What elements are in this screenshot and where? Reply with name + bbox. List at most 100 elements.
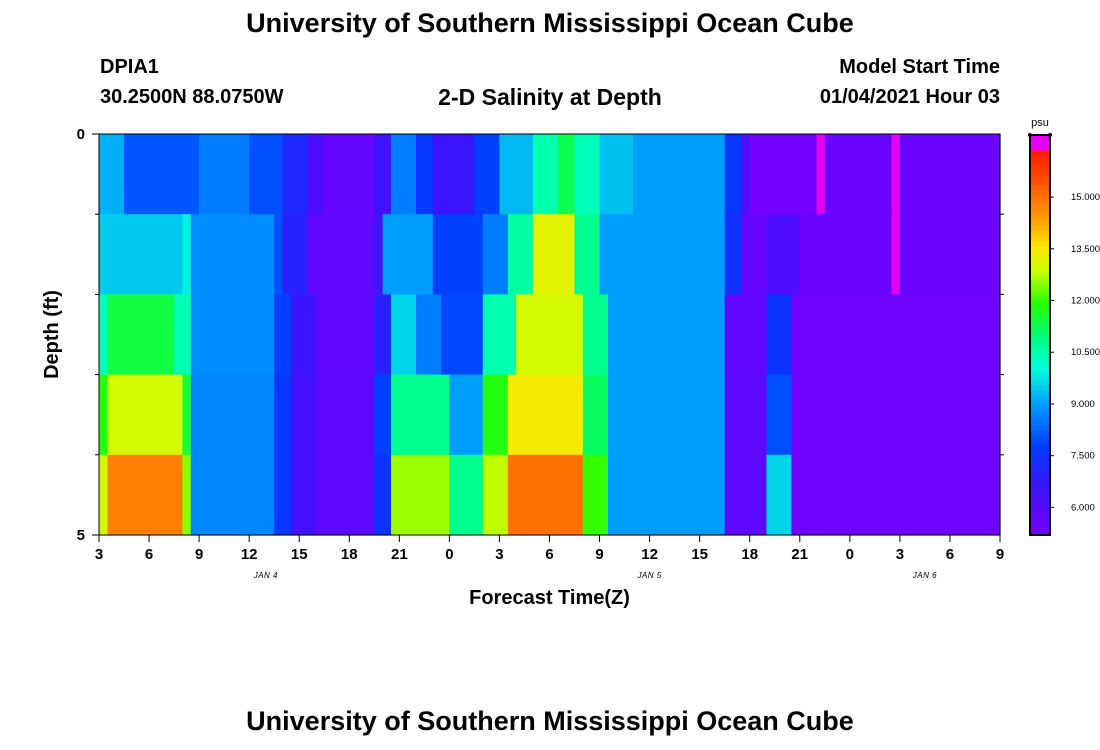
heatmap-cell (582, 374, 609, 456)
x-tick-label: 12 (241, 546, 258, 563)
colorbar-band (1030, 195, 1050, 201)
colorbar-band (1030, 345, 1050, 351)
heatmap-cell (791, 374, 1001, 456)
heatmap-cell (724, 294, 767, 376)
colorbar-band (1030, 275, 1050, 281)
heatmap-cell (482, 214, 509, 295)
colorbar-band (1030, 255, 1050, 261)
colorbar-band (1030, 295, 1050, 301)
heatmap-cell (390, 454, 450, 536)
colorbar-band (1030, 260, 1050, 266)
station-coordinates: 30.2500N 88.0750W (100, 86, 284, 108)
heatmap-cells (99, 134, 1001, 536)
heatmap-cell (307, 134, 325, 215)
colorbar-band (1030, 330, 1050, 336)
heatmap-cell (182, 214, 192, 295)
heatmap-cell (607, 454, 726, 536)
colorbar-band (1030, 300, 1050, 306)
heatmap-cell (282, 214, 309, 295)
heatmap-cell (449, 374, 484, 456)
heatmap-cell (724, 374, 767, 456)
heatmap-cell (482, 374, 509, 456)
heatmap-cell (449, 454, 484, 536)
colorbar-band (1030, 490, 1050, 496)
heatmap-cell (474, 134, 501, 215)
y-tick-label: 5 (77, 527, 85, 544)
y-tick-label: 0 (77, 126, 85, 143)
heatmap-cell (507, 454, 584, 536)
model-start-label: Model Start Time (839, 56, 1000, 78)
heatmap-cell (607, 374, 726, 456)
colorbar-band (1030, 285, 1050, 291)
colorbar-band (1030, 390, 1050, 396)
heatmap-cell (416, 294, 442, 376)
footer-title: University of Southern Mississippi Ocean… (246, 706, 854, 736)
heatmap-cell (791, 454, 1001, 536)
x-tick-label: 6 (946, 546, 954, 563)
heatmap-cell (290, 454, 317, 536)
heatmap-cell (99, 294, 108, 376)
heatmap-cell (307, 214, 375, 295)
colorbar-band (1030, 320, 1050, 326)
colorbar-band (1030, 460, 1050, 466)
colorbar-band (1030, 185, 1050, 191)
heatmap-cell (899, 214, 1001, 295)
heatmap-cell (107, 454, 184, 536)
heatmap-cell (274, 214, 284, 295)
colorbar-band (1030, 220, 1050, 226)
heatmap-cell (507, 374, 584, 456)
date-label: JAN 6 (912, 571, 937, 580)
colorbar-band (1030, 305, 1050, 311)
heatmap-cell (274, 374, 292, 456)
heatmap-cell (766, 214, 801, 295)
colorbar-band (1030, 475, 1050, 481)
heatmap-cell (190, 374, 275, 456)
heatmap-cell (390, 294, 417, 376)
heatmap-cell (107, 294, 175, 376)
x-tick-label: 15 (691, 546, 708, 563)
colorbar-band (1030, 380, 1050, 386)
heatmap-cell (199, 134, 250, 215)
heatmap-cell (374, 454, 392, 536)
model-start-value: 01/04/2021 Hour 03 (819, 86, 1000, 108)
heatmap-cell (390, 374, 450, 456)
x-tick-label: 6 (145, 546, 153, 563)
colorbar-tick-label: 12.000 (1071, 296, 1100, 307)
x-tick-label: 12 (641, 546, 658, 563)
x-tick-label: 3 (896, 546, 904, 563)
x-tick-label: 21 (391, 546, 408, 563)
colorbar-band (1030, 525, 1050, 531)
heatmap-cell (724, 214, 742, 295)
colorbar-corner-marker (1028, 133, 1032, 137)
heatmap-cell (632, 134, 726, 215)
colorbar-band (1030, 355, 1050, 361)
colorbar-band (1030, 200, 1050, 206)
heatmap-cell (499, 134, 534, 215)
date-label: JAN 5 (636, 571, 661, 580)
colorbar-band (1030, 270, 1050, 276)
colorbar-band (1030, 495, 1050, 501)
colorbar-tick-label: 10.500 (1071, 347, 1100, 358)
heatmap-cell (749, 134, 818, 215)
x-tick-label: 0 (846, 546, 854, 563)
colorbar-band (1030, 455, 1050, 461)
heatmap-cell (532, 214, 576, 295)
heatmap-cell (99, 214, 184, 295)
colorbar-band (1030, 500, 1050, 506)
chart-title: 2-D Salinity at Depth (438, 84, 662, 110)
colorbar-band (1030, 360, 1050, 366)
heatmap-cell (766, 294, 793, 376)
colorbar-band (1030, 135, 1050, 141)
heatmap-cell (724, 134, 742, 215)
colorbar-band (1030, 445, 1050, 451)
y-axis: 05 (77, 126, 1004, 544)
colorbar-band (1030, 240, 1050, 246)
heatmap-cell (432, 134, 476, 215)
colorbar-band (1030, 470, 1050, 476)
heatmap-cell (374, 214, 384, 295)
heatmap-cell (824, 134, 893, 215)
heatmap-cell (390, 134, 417, 215)
x-tick-label: 3 (95, 546, 103, 563)
colorbar-band (1030, 420, 1050, 426)
